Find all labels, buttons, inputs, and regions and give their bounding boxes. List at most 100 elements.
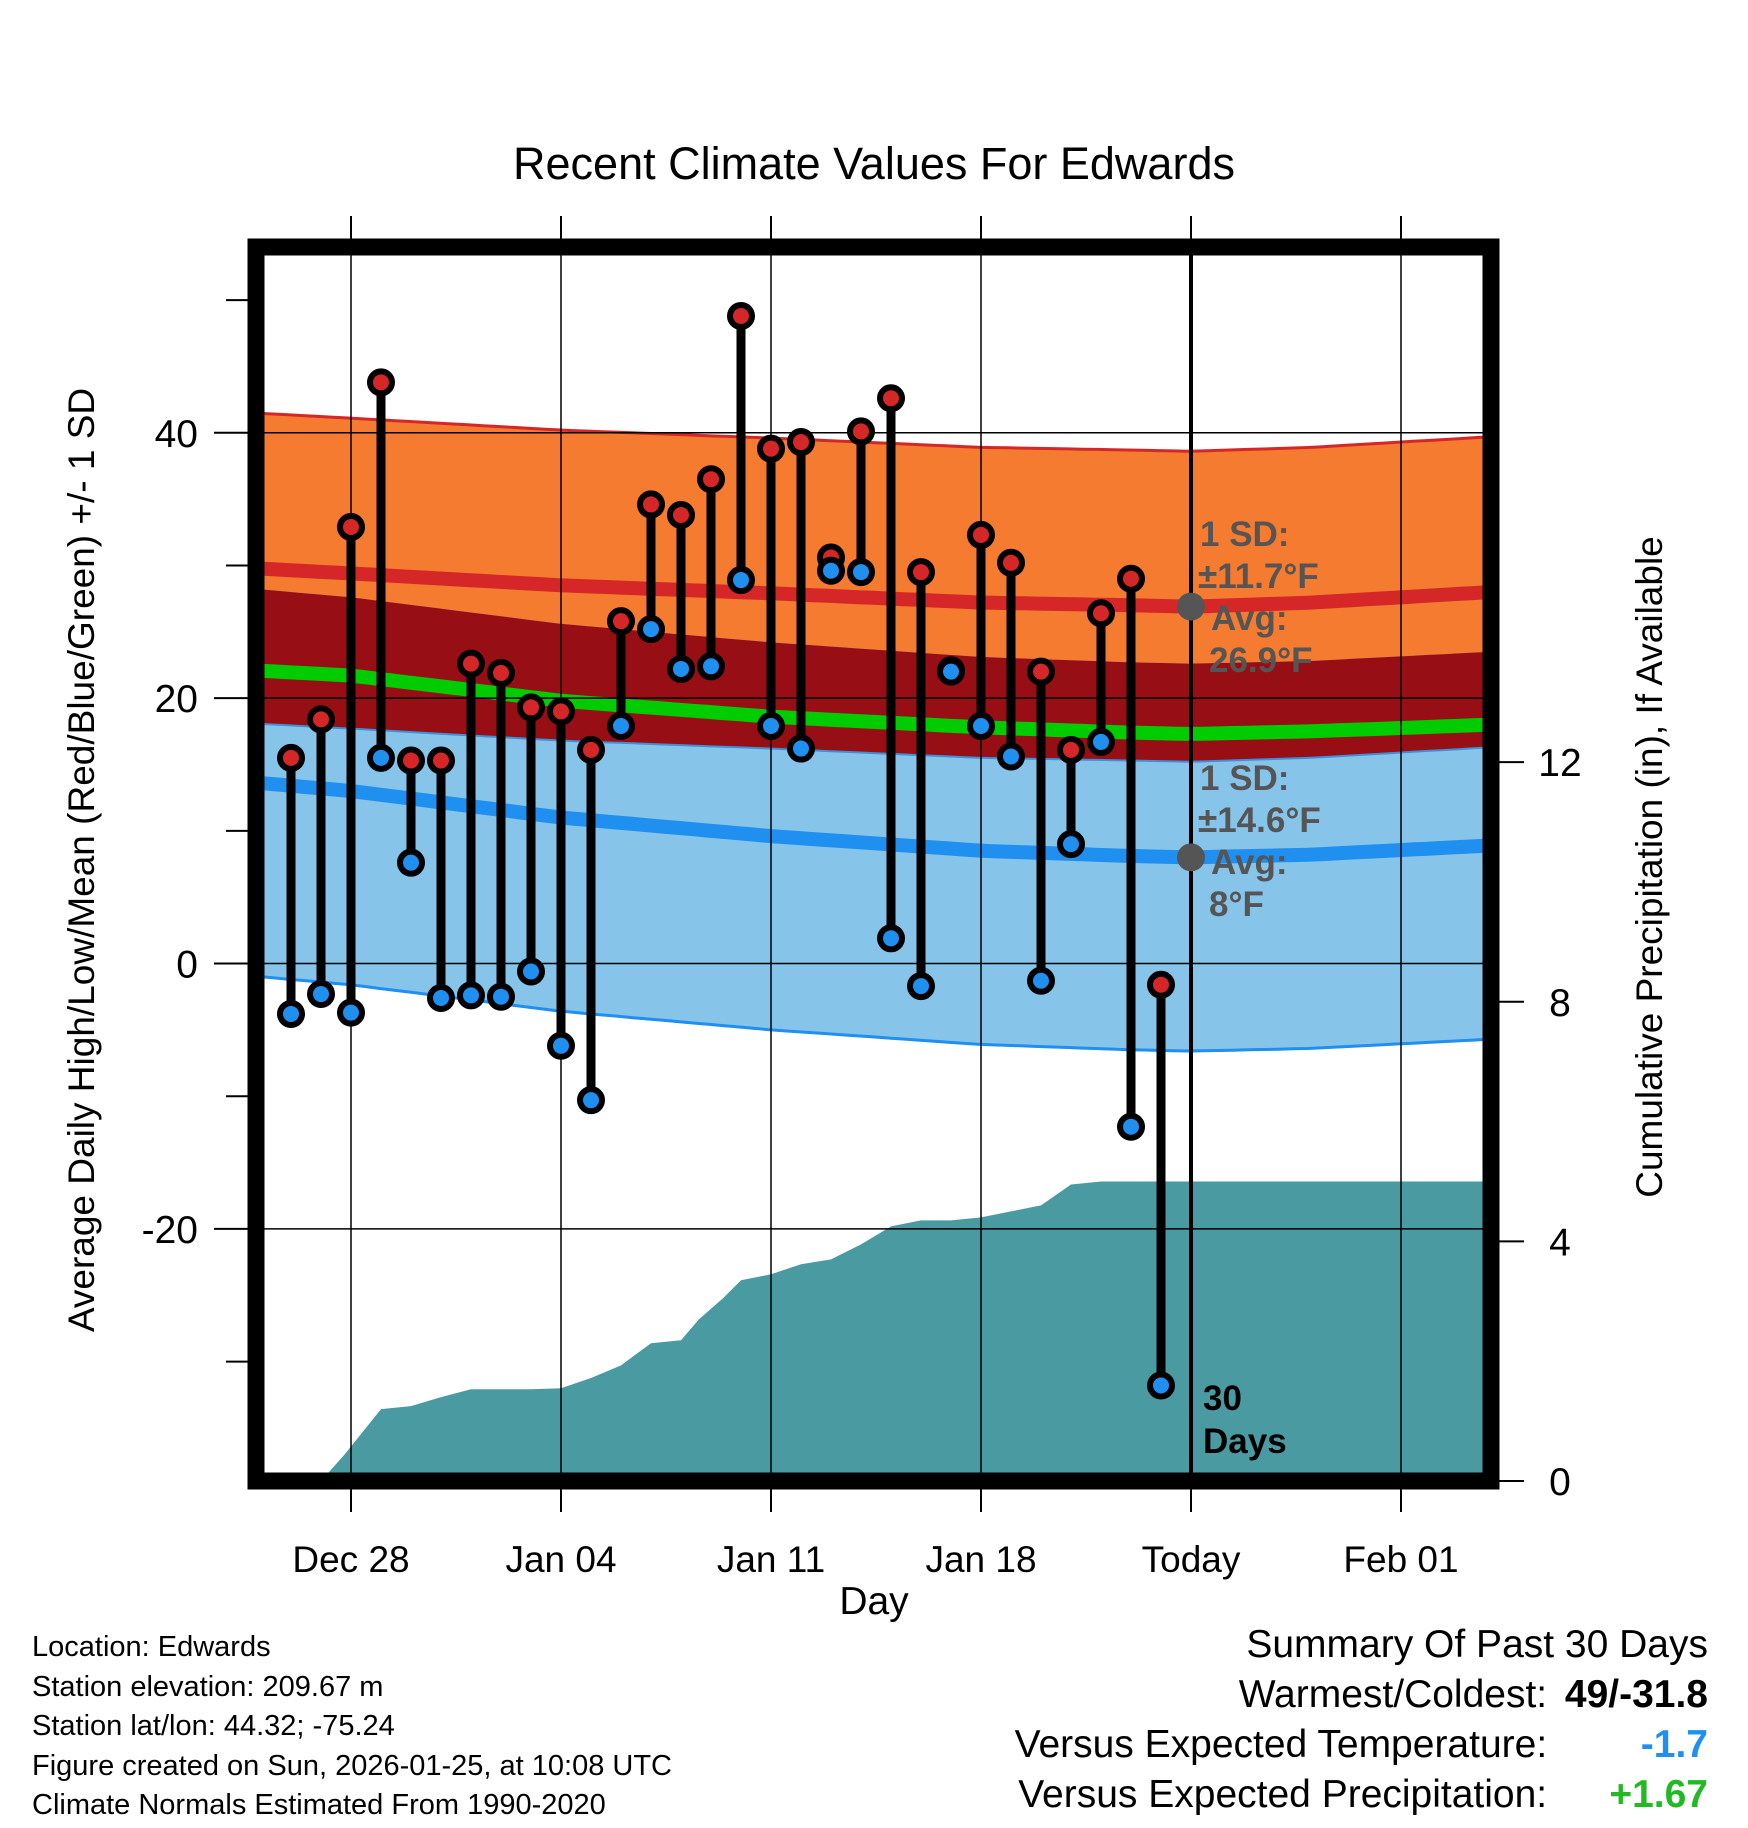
x-axis-label: Day	[839, 1580, 909, 1623]
y-tick-label: 40	[155, 413, 198, 456]
daily-high-point	[307, 705, 335, 734]
daily-low-point	[547, 1031, 575, 1060]
avg-high-line	[256, 561, 1491, 614]
daily-low-point	[967, 712, 995, 741]
daily-high-point	[847, 417, 875, 446]
daily-high-point	[1117, 564, 1145, 593]
daily-high-point	[1027, 657, 1055, 686]
daily-low-point	[1057, 830, 1085, 859]
y-tick-label: -20	[142, 1209, 198, 1252]
daily-high-point	[727, 301, 755, 330]
daily-low-point	[337, 998, 365, 1027]
temp-label: Versus Expected Temperature:	[1014, 1723, 1548, 1766]
low-sd-annotation-line: Avg:	[1211, 843, 1287, 882]
y-tick-label: 0	[176, 944, 198, 987]
summary-precip: Versus Expected Precipitation: +1.67	[1015, 1770, 1708, 1820]
created-line: Figure created on Sun, 2026-01-25, at 10…	[32, 1749, 672, 1782]
x-tick-label: Today	[1142, 1539, 1241, 1580]
daily-high-point	[637, 490, 665, 519]
low-sd-annotation-line: ±14.6°F	[1198, 801, 1321, 840]
daily-low-point	[397, 848, 425, 877]
daily-high-point	[577, 735, 605, 764]
plot-clip-group	[256, 247, 1491, 1481]
daily-high-point	[787, 428, 815, 457]
x-tick-label: Feb 01	[1343, 1539, 1458, 1580]
daily-high-point	[757, 434, 785, 463]
high-sd-lower-line	[256, 722, 1491, 763]
location-line: Location: Edwards	[32, 1631, 271, 1663]
daily-high-point	[607, 607, 635, 636]
daily-low-point	[577, 1086, 605, 1115]
precip-value: +1.67	[1609, 1773, 1708, 1816]
x-tick-label: Jan 11	[717, 1539, 825, 1580]
daily-low-point	[997, 742, 1025, 771]
daily-high-point	[427, 746, 455, 775]
daily-low-point	[1117, 1112, 1145, 1141]
daily-low-point	[847, 558, 875, 587]
plot-frame	[247, 238, 1500, 1490]
daily-low-point	[817, 556, 845, 585]
x-tick-label: Jan 04	[505, 1539, 616, 1580]
daily-high-point	[967, 520, 995, 549]
daily-low-point	[1027, 966, 1055, 995]
warm-cold-label: Warmest/Coldest:	[1238, 1673, 1548, 1716]
daily-high-point	[547, 697, 575, 726]
avg-low-marker	[1177, 843, 1205, 872]
warm-cold-value: 49/-31.8	[1564, 1673, 1708, 1716]
high-sd-annotation-line: 1 SD:	[1200, 515, 1289, 554]
daily-high-point	[1087, 599, 1115, 628]
summary-warm-cold: Warmest/Coldest: 49/-31.8	[1015, 1670, 1708, 1720]
daily-low-point	[1147, 1371, 1175, 1400]
daily-low-point	[667, 654, 695, 683]
daily-high-point	[487, 658, 515, 687]
elevation-line: Station elevation: 209.67 m	[32, 1670, 384, 1703]
avg-high-marker	[1177, 592, 1205, 621]
y2-tick-label: 8	[1549, 982, 1571, 1025]
daily-low-point	[907, 972, 935, 1001]
latlon-line: Station lat/lon: 44.32; -75.24	[32, 1710, 395, 1742]
daily-high-point	[877, 384, 905, 413]
today-days-label: Days	[1203, 1422, 1287, 1461]
high-sd-annotation-line: 26.9°F	[1209, 641, 1313, 680]
summary-heading: Summary Of Past 30 Days	[1246, 1623, 1708, 1666]
daily-low-point	[307, 980, 335, 1009]
daily-high-point	[517, 693, 545, 722]
daily-high-point	[997, 548, 1025, 577]
precip-label: Versus Expected Precipitation:	[1018, 1773, 1548, 1816]
daily-high-point	[907, 558, 935, 587]
daily-high-point	[277, 743, 305, 772]
y2-tick-label: 0	[1549, 1461, 1571, 1504]
daily-low-point	[937, 657, 965, 686]
avg-low-line	[256, 775, 1491, 865]
daily-high-point	[397, 746, 425, 775]
daily-low-point	[277, 999, 305, 1028]
daily-high-point	[337, 512, 365, 541]
station-info: Location: Edwards Station elevation: 209…	[32, 1628, 672, 1826]
chart-title: Recent Climate Values For Edwards	[513, 138, 1235, 189]
daily-high-point	[1147, 970, 1175, 999]
daily-low-point	[367, 743, 395, 772]
daily-low-point	[427, 984, 455, 1013]
temp-value: -1.7	[1640, 1723, 1708, 1766]
daily-low-point	[607, 712, 635, 741]
daily-high-point	[1057, 735, 1085, 764]
precip-area	[256, 1181, 1491, 1481]
daily-high-point	[457, 649, 485, 678]
low-sd-annotation-line: 8°F	[1209, 885, 1264, 924]
normals-line: Climate Normals Estimated From 1990-2020	[32, 1789, 606, 1821]
x-tick-label: Dec 28	[292, 1539, 409, 1580]
y-axis-label: Average Daily High/Low/Mean (Red/Blue/Gr…	[61, 388, 102, 1332]
daily-high-point	[367, 368, 395, 397]
low-sd-lower-line	[256, 974, 1491, 1053]
y-tick-label: 20	[155, 678, 198, 721]
daily-low-point	[637, 615, 665, 644]
daily-low-point	[487, 982, 515, 1011]
high-sd-annotation-line: Avg:	[1211, 599, 1287, 638]
daily-low-point	[787, 734, 815, 763]
summary-panel: Summary Of Past 30 Days Warmest/Coldest:…	[1015, 1620, 1708, 1820]
daily-low-point	[1087, 727, 1115, 756]
low-sd-annotation-line: 1 SD:	[1200, 759, 1289, 798]
high-sd-annotation-line: ±11.7°F	[1198, 557, 1319, 596]
